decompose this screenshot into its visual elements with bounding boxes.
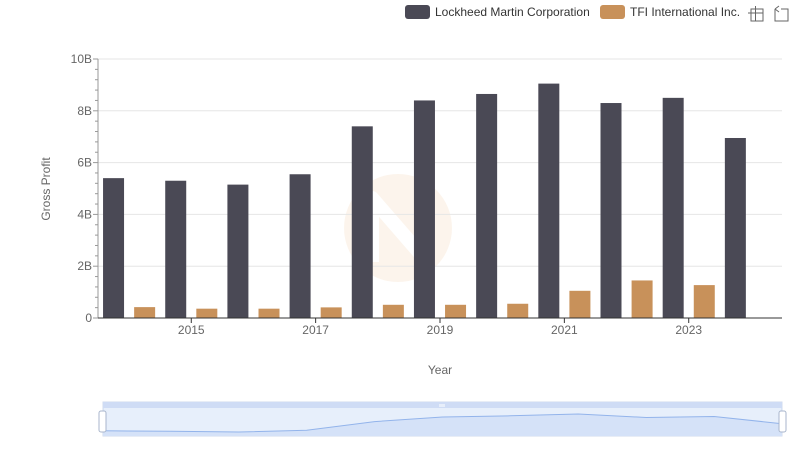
y-tick-label: 6B [77, 156, 92, 170]
legend-item-tfi[interactable]: TFI International Inc. [600, 5, 740, 19]
bar-tfi[interactable] [507, 303, 529, 318]
x-tick-label: 2017 [302, 323, 329, 337]
y-tick-label: 2B [77, 259, 92, 273]
bar-lockheed[interactable] [103, 178, 125, 318]
slider-preview-line [102, 413, 783, 433]
legend-swatch-lockheed [405, 5, 430, 19]
bar-tfi[interactable] [320, 307, 342, 318]
bar-tfi[interactable] [196, 308, 218, 318]
bar-tfi[interactable] [382, 304, 404, 318]
bar-lockheed[interactable] [600, 103, 622, 318]
x-tick-label: 2019 [427, 323, 454, 337]
legend-label-lockheed: Lockheed Martin Corporation [435, 5, 590, 19]
bar-lockheed[interactable] [289, 174, 311, 318]
y-tick-label: 10B [71, 52, 92, 66]
bar-lockheed[interactable] [165, 180, 187, 318]
bar-lockheed[interactable] [351, 126, 373, 318]
legend-item-lockheed[interactable]: Lockheed Martin Corporation [405, 5, 590, 19]
bar-tfi[interactable] [445, 304, 467, 318]
zoom-icon[interactable] [748, 6, 764, 22]
y-tick-label: 8B [77, 104, 92, 118]
axes: 0 2B 4B 6B 8B 10B 2015 2017 2019 2021 2023 [71, 52, 782, 337]
legend: Lockheed Martin Corporation TFI Internat… [405, 5, 740, 19]
bar-tfi[interactable] [258, 308, 280, 318]
legend-label-tfi: TFI International Inc. [630, 5, 740, 19]
legend-swatch-tfi [600, 5, 625, 19]
y-axis-title: Gross Profit [39, 157, 53, 221]
x-tick-label: 2015 [178, 323, 205, 337]
x-axis-title: Year [428, 363, 452, 377]
bar-tfi[interactable] [693, 285, 715, 318]
bar-lockheed[interactable] [538, 83, 560, 318]
bar-lockheed[interactable] [662, 97, 684, 318]
y-tick-label: 0 [85, 311, 92, 325]
x-tick-label: 2023 [675, 323, 702, 337]
bar-lockheed[interactable] [227, 184, 249, 318]
bar-lockheed[interactable] [724, 137, 746, 318]
data-zoom-slider[interactable] [98, 401, 787, 437]
slider-handle-left[interactable] [98, 410, 107, 433]
restore-icon[interactable] [774, 5, 789, 22]
bars [103, 83, 746, 318]
bar-tfi[interactable] [631, 280, 653, 318]
bar-tfi[interactable] [134, 307, 156, 318]
y-tick-label: 4B [77, 207, 92, 221]
slider-grip-icon [439, 404, 445, 407]
slider-handle-right[interactable] [778, 410, 787, 433]
bar-lockheed[interactable] [476, 93, 498, 318]
bar-tfi[interactable] [569, 290, 591, 318]
bar-lockheed[interactable] [413, 100, 435, 318]
slider-preview-area [103, 414, 782, 436]
x-tick-label: 2021 [551, 323, 578, 337]
